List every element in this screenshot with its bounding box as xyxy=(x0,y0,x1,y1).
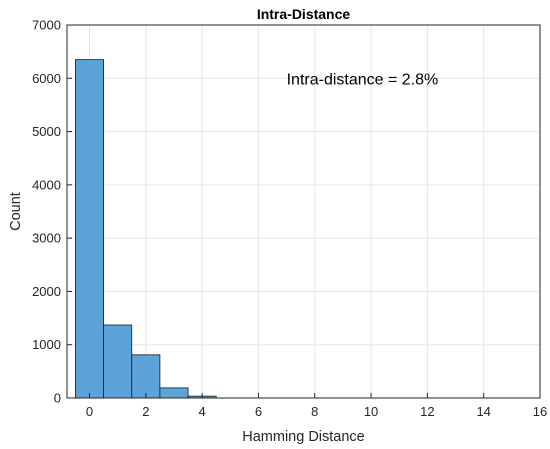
x-tick-label: 0 xyxy=(86,404,93,419)
x-axis-label: Hamming Distance xyxy=(242,429,365,445)
x-tick-label: 12 xyxy=(420,404,434,419)
y-tick-label: 7000 xyxy=(32,18,61,33)
y-tick-label: 3000 xyxy=(32,231,61,246)
histogram-bar xyxy=(131,354,161,399)
axes-box xyxy=(66,24,541,399)
histogram-bar xyxy=(75,59,105,399)
x-tick-label: 10 xyxy=(364,404,378,419)
x-tick-label: 6 xyxy=(255,404,262,419)
x-tick-label: 4 xyxy=(199,404,206,419)
chart-title: Intra-Distance xyxy=(257,6,351,22)
y-axis-label: Count xyxy=(8,192,24,231)
y-tick-label: 4000 xyxy=(32,177,61,192)
y-tick-label: 1000 xyxy=(32,337,61,352)
y-tick-label: 6000 xyxy=(32,71,61,86)
axis-ticks: 0 2 4 6 8 10 12 14 16 0 1000 2000 3000 4000 5000 6000 70… xyxy=(32,18,547,420)
x-tick-label: 2 xyxy=(142,404,149,419)
x-tick-label: 14 xyxy=(476,404,490,419)
y-tick-label: 0 xyxy=(54,391,61,406)
intra-distance-annotation: Intra-distance = 2.8% xyxy=(287,71,439,88)
y-tick-label: 5000 xyxy=(32,124,61,139)
x-tick-label: 8 xyxy=(311,404,318,419)
x-tick-label: 16 xyxy=(533,404,547,419)
histogram-bar xyxy=(159,387,189,399)
histogram-bar xyxy=(103,324,133,399)
plot-area: 0 2 4 6 8 10 12 14 16 0 1000 2000 3000 4000 5000 6000 70… xyxy=(32,18,547,420)
y-tick-label: 2000 xyxy=(32,284,61,299)
